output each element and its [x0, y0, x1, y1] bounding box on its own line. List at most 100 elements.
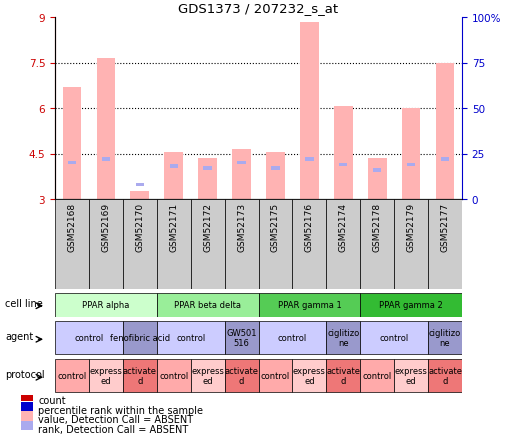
- Bar: [441, 158, 449, 161]
- Bar: [266, 153, 285, 200]
- Text: protocol: protocol: [5, 369, 44, 379]
- Bar: [373, 169, 381, 172]
- Bar: [436, 63, 454, 200]
- Text: PPAR beta delta: PPAR beta delta: [174, 300, 241, 309]
- Bar: [55, 359, 89, 392]
- Bar: [326, 321, 360, 355]
- Bar: [89, 200, 123, 289]
- Bar: [394, 359, 428, 392]
- Bar: [326, 200, 360, 289]
- Bar: [326, 359, 360, 392]
- Bar: [20, 402, 33, 411]
- Bar: [20, 411, 33, 421]
- Text: GSM52169: GSM52169: [101, 202, 110, 251]
- Text: PPAR gamma 1: PPAR gamma 1: [278, 300, 341, 309]
- Text: GSM52172: GSM52172: [203, 202, 212, 251]
- Bar: [157, 293, 258, 317]
- Bar: [300, 23, 319, 200]
- Text: control: control: [261, 371, 290, 380]
- Text: control: control: [278, 333, 307, 342]
- Bar: [63, 88, 81, 200]
- Bar: [407, 163, 415, 167]
- Bar: [237, 161, 246, 165]
- Text: control: control: [58, 371, 87, 380]
- Bar: [258, 359, 292, 392]
- Text: GW501
516: GW501 516: [226, 328, 257, 347]
- Text: control: control: [380, 333, 409, 342]
- Bar: [334, 107, 353, 200]
- Text: GSM52168: GSM52168: [67, 202, 76, 251]
- Bar: [97, 59, 115, 200]
- Text: control: control: [74, 333, 104, 342]
- Text: control: control: [362, 371, 392, 380]
- Bar: [55, 293, 157, 317]
- Bar: [292, 359, 326, 392]
- Bar: [157, 200, 191, 289]
- Text: GSM52175: GSM52175: [271, 202, 280, 251]
- Bar: [191, 200, 224, 289]
- Bar: [191, 359, 224, 392]
- Bar: [360, 321, 428, 355]
- Bar: [68, 161, 76, 165]
- Text: fenofibric acid: fenofibric acid: [110, 333, 170, 342]
- Bar: [224, 359, 258, 392]
- Bar: [20, 421, 33, 430]
- Bar: [164, 153, 183, 200]
- Bar: [258, 321, 326, 355]
- Bar: [292, 200, 326, 289]
- Title: GDS1373 / 207232_s_at: GDS1373 / 207232_s_at: [178, 3, 338, 16]
- Text: GSM52171: GSM52171: [169, 202, 178, 251]
- Text: GSM52176: GSM52176: [305, 202, 314, 251]
- Bar: [428, 359, 462, 392]
- Bar: [198, 159, 217, 200]
- Bar: [55, 321, 123, 355]
- Text: cell line: cell line: [5, 299, 43, 309]
- Bar: [157, 321, 224, 355]
- Text: ciglitizo
ne: ciglitizo ne: [327, 328, 359, 347]
- Text: agent: agent: [5, 331, 33, 341]
- Text: GSM52173: GSM52173: [237, 202, 246, 251]
- Bar: [20, 392, 33, 401]
- Text: GSM52174: GSM52174: [339, 202, 348, 251]
- Text: GSM52179: GSM52179: [406, 202, 416, 251]
- Text: express
ed: express ed: [395, 366, 428, 385]
- Text: percentile rank within the sample: percentile rank within the sample: [38, 404, 203, 414]
- Text: PPAR alpha: PPAR alpha: [82, 300, 130, 309]
- Bar: [130, 192, 149, 200]
- Text: PPAR gamma 2: PPAR gamma 2: [379, 300, 443, 309]
- Bar: [224, 321, 258, 355]
- Bar: [135, 183, 144, 187]
- Bar: [394, 200, 428, 289]
- Bar: [224, 200, 258, 289]
- Text: express
ed: express ed: [89, 366, 122, 385]
- Bar: [123, 321, 157, 355]
- Text: GSM52177: GSM52177: [440, 202, 450, 251]
- Bar: [123, 200, 157, 289]
- Bar: [305, 158, 314, 161]
- Text: activate
d: activate d: [326, 366, 360, 385]
- Text: activate
d: activate d: [123, 366, 157, 385]
- Bar: [101, 158, 110, 161]
- Bar: [339, 163, 347, 167]
- Bar: [428, 200, 462, 289]
- Bar: [123, 359, 157, 392]
- Bar: [203, 167, 212, 171]
- Text: express
ed: express ed: [293, 366, 326, 385]
- Text: ciglitizo
ne: ciglitizo ne: [429, 328, 461, 347]
- Bar: [258, 293, 360, 317]
- Text: GSM52178: GSM52178: [373, 202, 382, 251]
- Text: activate
d: activate d: [224, 366, 258, 385]
- Bar: [368, 159, 386, 200]
- Bar: [232, 150, 251, 200]
- Bar: [55, 200, 89, 289]
- Bar: [169, 165, 178, 169]
- Bar: [402, 109, 420, 200]
- Text: express
ed: express ed: [191, 366, 224, 385]
- Text: activate
d: activate d: [428, 366, 462, 385]
- Bar: [157, 359, 191, 392]
- Bar: [360, 359, 394, 392]
- Text: value, Detection Call = ABSENT: value, Detection Call = ABSENT: [38, 414, 193, 424]
- Text: control: control: [176, 333, 206, 342]
- Text: control: control: [159, 371, 188, 380]
- Bar: [428, 321, 462, 355]
